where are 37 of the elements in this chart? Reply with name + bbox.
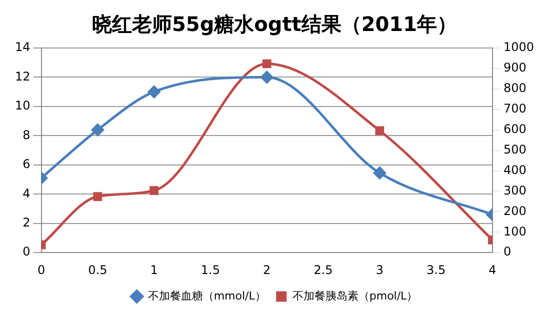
- y2-tick-label: 0: [503, 244, 512, 259]
- y2-tick-label: 300: [503, 183, 526, 198]
- point: [260, 70, 274, 84]
- y-tick-label: 14: [14, 40, 30, 54]
- y-tick-label: 2: [22, 215, 30, 230]
- y2-tick-label: 500: [503, 142, 526, 156]
- x-tick-label: 0.5: [88, 262, 108, 277]
- point: [150, 186, 158, 196]
- y-tick-label: 10: [14, 98, 30, 113]
- point: [373, 166, 386, 180]
- y-tick-label: 6: [22, 157, 30, 172]
- y2-tick-label: 800: [503, 81, 526, 96]
- y-tick-label: 8: [22, 128, 30, 142]
- x-tick-label: 2: [263, 262, 271, 277]
- x-tick-label: 1.5: [200, 262, 220, 277]
- point: [93, 192, 102, 201]
- point: [375, 126, 384, 136]
- legend-label: 不加餐胰岛素（pmol/L）: [292, 289, 418, 302]
- y-tick-label: 0: [22, 244, 30, 259]
- x-tick-label: 0: [37, 262, 46, 277]
- chart-title: 晓红老师55g糖水ogtt结果（2011年）: [92, 12, 457, 36]
- y2-tick-label: 1000: [503, 40, 534, 54]
- y2-tick-label: 200: [503, 204, 526, 218]
- x-tick-label: 2.5: [314, 262, 333, 277]
- x-tick-label: 3: [376, 262, 384, 277]
- x-tick-label: 4: [488, 262, 496, 277]
- x-tick-label: 1: [150, 262, 158, 277]
- y-tick-label: 4: [22, 186, 30, 200]
- y2-tick-label: 100: [503, 224, 526, 238]
- y-tick-label: 12: [14, 69, 30, 84]
- x-tick-label: 3.5: [426, 262, 446, 277]
- y2-tick-label: 900: [503, 60, 526, 75]
- y2-tick-label: 600: [503, 122, 526, 136]
- legend-label: 不加餐血糖（mmol/L）: [148, 289, 266, 302]
- y2-tick-label: 700: [503, 102, 526, 116]
- point: [262, 59, 272, 68]
- y2-tick-label: 400: [503, 162, 526, 177]
